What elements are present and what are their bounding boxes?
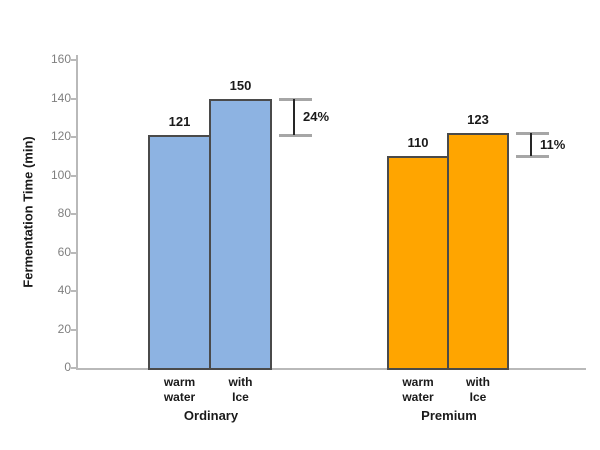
y-tick-mark	[71, 174, 76, 177]
bracket-line	[530, 133, 532, 157]
group-label-ordinary: Ordinary	[183, 408, 239, 423]
y-tick-mark	[71, 328, 76, 331]
y-tick-label: 140	[50, 90, 71, 105]
y-tick-label: 20	[57, 321, 71, 336]
y-tick-mark	[71, 367, 76, 369]
y-tick-label: 40	[57, 283, 71, 297]
bar-value-label: 110	[407, 135, 429, 151]
x-tick-label: with Ice	[228, 375, 253, 404]
bracket-top-cap	[279, 97, 312, 101]
bracket-line	[293, 98, 295, 136]
y-tick-mark	[71, 251, 76, 254]
pct-diff-label: 11%	[540, 136, 566, 152]
bracket-bottom-cap	[516, 155, 549, 159]
pct-diff-label: 24%	[303, 108, 330, 124]
bar-value-label: 123	[467, 112, 489, 128]
x-tick-label: with Ice	[466, 375, 490, 404]
y-tick-label: 120	[50, 129, 71, 143]
bracket-bottom-cap	[279, 134, 312, 138]
y-tick-label: 0	[64, 360, 71, 374]
bracket-top-cap	[516, 132, 549, 136]
bar-ordinary-warm-water	[148, 135, 211, 370]
y-tick-mark	[71, 213, 76, 215]
group-label-premium: Premium	[421, 408, 477, 423]
y-tick-mark	[71, 97, 76, 100]
x-tick-label: warm water	[163, 375, 196, 404]
y-tick-mark	[71, 59, 76, 61]
bar-ordinary-with-ice	[209, 98, 272, 370]
y-tick-label: 160	[50, 52, 71, 66]
bar-premium-warm-water	[387, 156, 449, 370]
bar-premium-with-ice	[447, 133, 509, 370]
y-tick-label: 80	[57, 206, 71, 220]
y-tick-mark	[71, 136, 76, 138]
y-axis-line	[76, 55, 78, 370]
x-axis-line	[76, 368, 586, 370]
bar-value-label: 121	[168, 114, 191, 130]
bar-value-label: 150	[229, 77, 252, 93]
y-tick-label: 60	[57, 244, 71, 259]
y-tick-mark	[71, 290, 76, 292]
x-tick-label: warm water	[402, 375, 434, 404]
y-tick-label: 100	[50, 167, 71, 182]
